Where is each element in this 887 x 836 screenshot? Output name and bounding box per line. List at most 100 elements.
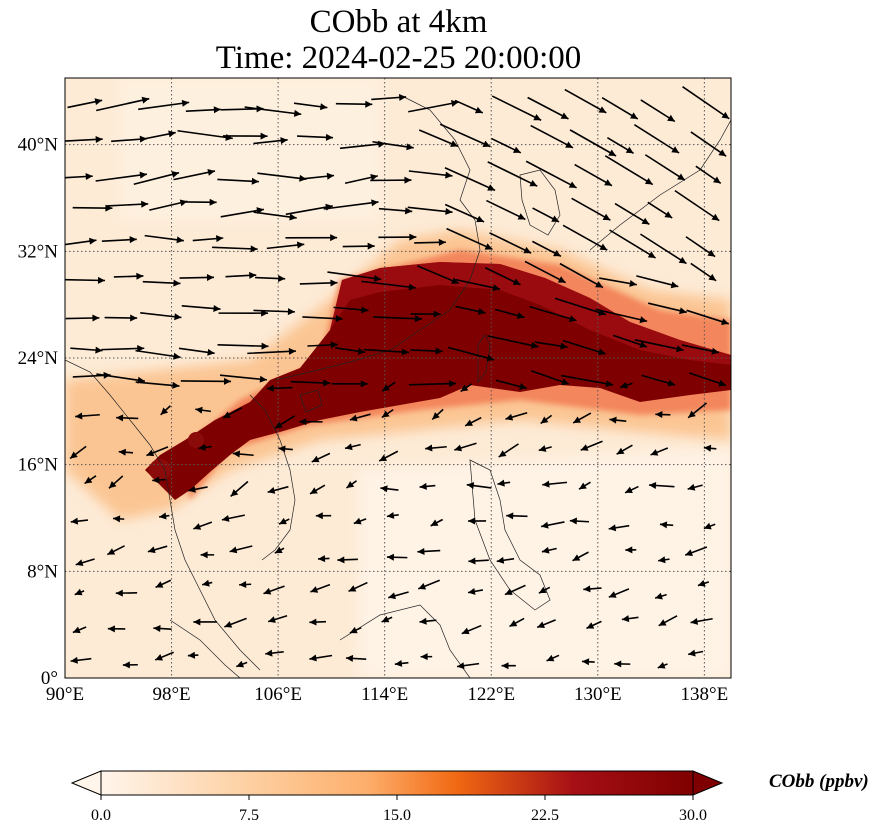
wind-arrow-head <box>406 143 414 151</box>
wind-arrow-shaft <box>609 229 657 259</box>
wind-arrow-head <box>504 588 513 595</box>
wind-arrow-head <box>108 481 117 489</box>
wind-arrow-head <box>330 341 338 349</box>
wind-arrow-head <box>512 146 521 153</box>
wind-arrow-shaft <box>408 382 457 386</box>
wind-arrow <box>299 279 338 287</box>
wind-arrow <box>181 305 221 312</box>
wind-arrow <box>155 579 172 589</box>
wind-arrow-head <box>476 215 485 223</box>
wind-arrow <box>106 200 149 208</box>
wind-arrow <box>504 584 526 596</box>
wind-arrow-shaft <box>323 201 379 210</box>
wind-arrow <box>540 414 553 425</box>
lat-tick-label: 16°N <box>18 455 59 476</box>
wind-arrow-head <box>141 96 150 104</box>
wind-arrow <box>454 99 484 114</box>
wind-arrow-head <box>325 133 334 141</box>
wind-arrow-head <box>287 308 295 316</box>
wind-arrow <box>447 346 495 362</box>
wind-arrow <box>253 308 295 316</box>
wind-arrow <box>386 511 399 519</box>
wind-arrow-head <box>541 546 550 554</box>
wind-arrow <box>267 485 289 494</box>
wind-arrow-head <box>655 592 663 600</box>
wind-arrow-head <box>486 354 495 362</box>
wind-arrow-head <box>249 271 257 279</box>
wind-arrow <box>410 310 441 318</box>
wind-arrow-head <box>568 315 577 322</box>
wind-arrow-shaft <box>674 189 720 222</box>
wind-arrow <box>372 140 414 151</box>
wind-arrow <box>224 617 247 628</box>
wind-arrow-head <box>546 654 555 662</box>
lon-tick-label: 122°E <box>467 684 515 705</box>
wind-arrow-shaft <box>363 348 410 354</box>
wind-arrow <box>686 309 730 326</box>
wind-arrow-head <box>265 649 273 657</box>
wind-arrow-head <box>330 234 338 242</box>
wind-arrow-head <box>323 379 331 387</box>
wind-arrow-head <box>315 512 323 520</box>
wind-arrow-head <box>621 615 630 623</box>
wind-arrow-head <box>608 524 617 532</box>
wind-arrow <box>687 483 703 491</box>
wind-arrow-head <box>193 523 202 530</box>
wind-arrow-head <box>118 448 126 456</box>
wind-arrow-head <box>371 199 379 207</box>
wind-arrow-head <box>367 242 375 250</box>
wind-arrow-shaft <box>95 97 150 112</box>
wind-arrow <box>335 100 373 108</box>
wind-arrow-head <box>250 245 258 253</box>
wind-arrow-head <box>330 279 338 287</box>
wind-arrow <box>586 620 602 630</box>
wind-arrow <box>640 233 687 265</box>
wind-arrow-head <box>487 184 496 191</box>
wind-arrow-shaft <box>491 95 542 121</box>
colorbar-label: CObb (ppbv) <box>769 771 869 792</box>
wind-arrow <box>221 514 245 522</box>
wind-arrow-head <box>432 412 440 420</box>
wind-arrow <box>140 130 176 141</box>
wind-arrow-head <box>457 662 465 670</box>
wind-arrow <box>538 586 551 594</box>
wind-arrow <box>561 374 614 388</box>
wind-arrow <box>636 275 679 289</box>
wind-arrow <box>309 654 333 662</box>
lon-tick-label: 114°E <box>361 684 408 705</box>
coast-japan <box>589 119 731 251</box>
wind-arrow-head <box>629 112 638 119</box>
wind-arrow-head <box>697 579 706 587</box>
wind-arrow-head <box>360 380 368 388</box>
lon-tick-label: 90°E <box>46 684 84 705</box>
coast-vietnam <box>249 394 296 561</box>
wind-arrow-head <box>721 318 729 326</box>
wind-arrow <box>193 618 217 626</box>
colorbar-tick-label: 0.0 <box>91 807 111 824</box>
wind-arrow <box>349 413 371 422</box>
wind-arrow <box>198 443 212 451</box>
wind-arrow-head <box>553 249 561 257</box>
wind-arrow-head <box>671 146 680 153</box>
wind-arrow-head <box>599 243 608 251</box>
wind-arrow <box>542 480 568 488</box>
wind-arrow-head <box>561 378 570 386</box>
wind-arrow <box>253 211 297 221</box>
wind-arrow <box>654 592 667 600</box>
wind-arrow <box>184 198 217 206</box>
wind-arrow <box>230 480 249 497</box>
wind-arrow <box>495 379 527 390</box>
wind-arrow-shaft <box>530 124 574 149</box>
wind-arrow <box>625 546 637 554</box>
wind-arrow <box>569 517 590 525</box>
wind-arrow-shaft <box>595 308 648 323</box>
wind-arrow <box>633 124 680 154</box>
wind-arrow <box>408 380 457 388</box>
wind-arrow-head <box>381 410 390 418</box>
coast-philippines <box>469 459 551 611</box>
wind-arrow-head <box>572 554 581 561</box>
wind-arrow-head <box>616 447 625 455</box>
wind-arrow-head <box>718 379 727 387</box>
wind-arrow-head <box>112 515 121 523</box>
wind-arrow-shaft <box>173 170 216 181</box>
